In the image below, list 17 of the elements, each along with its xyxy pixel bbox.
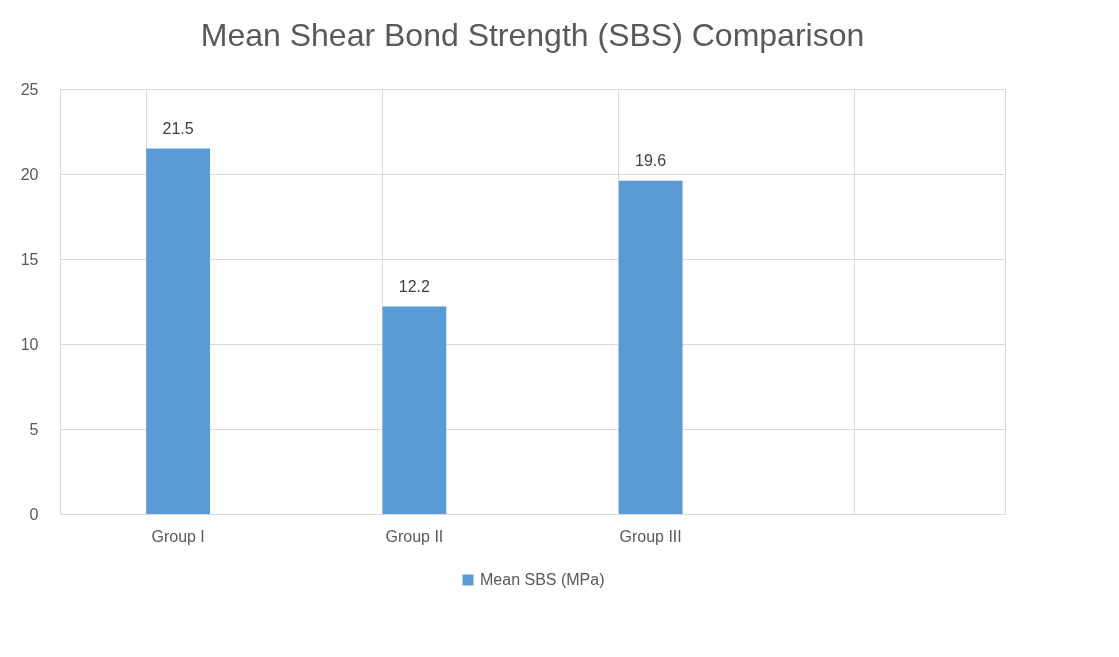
y-tick-label: 20 [20, 165, 39, 183]
data-label: 12.2 [398, 277, 431, 295]
y-tick-label: 25 [20, 80, 39, 98]
data-label: 19.6 [635, 151, 667, 169]
x-tick-label: Group III [619, 527, 682, 545]
y-tick-label: 5 [29, 420, 39, 438]
bar [146, 148, 211, 514]
y-tick-label: 15 [20, 250, 39, 268]
chart-title: Mean Shear Bond Strength (SBS) Comparison [200, 17, 865, 53]
y-tick-label: 10 [20, 335, 39, 353]
x-tick-label: Group II [385, 527, 444, 545]
bar [618, 180, 683, 514]
bar [382, 306, 447, 514]
y-tick-label: 0 [29, 505, 39, 523]
x-tick-label: Group I [151, 527, 205, 545]
data-label: 21.5 [162, 119, 194, 137]
legend-label: Mean SBS (MPa) [480, 571, 605, 588]
